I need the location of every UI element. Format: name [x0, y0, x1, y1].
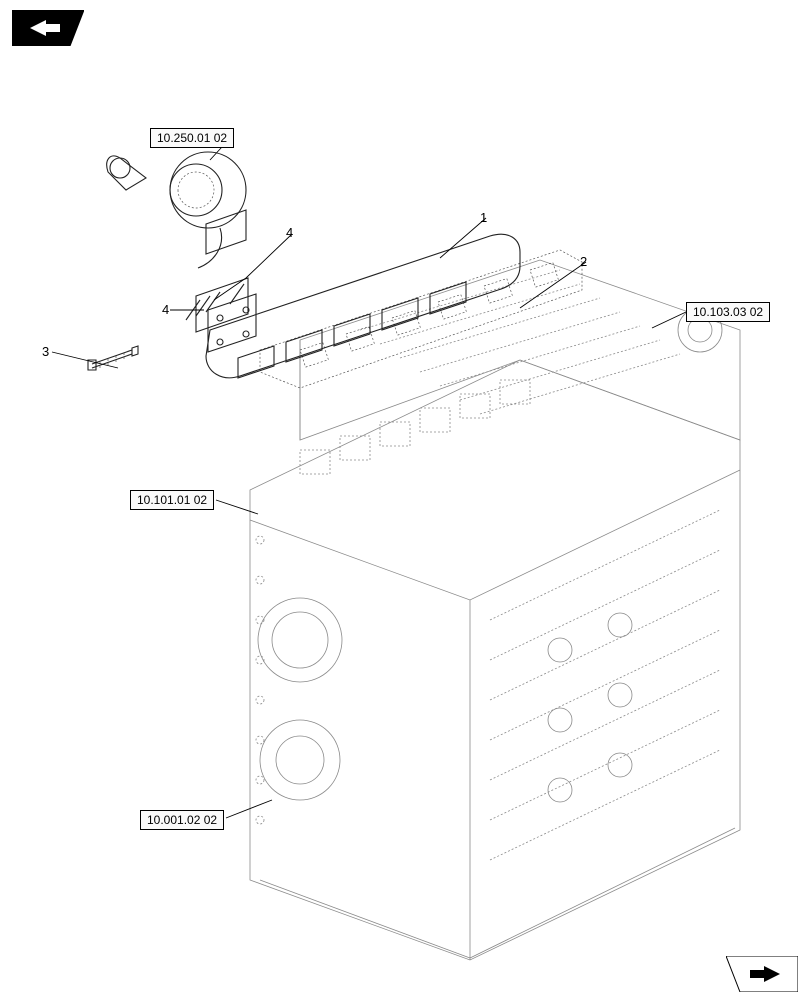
nav-prev-icon[interactable]	[12, 10, 84, 46]
ref-10-001-02-02[interactable]: 10.001.02 02	[140, 810, 224, 830]
callout-3: 3	[42, 344, 49, 359]
ref-10-103-03-02[interactable]: 10.103.03 02	[686, 302, 770, 322]
nav-next-icon[interactable]	[726, 956, 798, 992]
ref-10-101-01-02[interactable]: 10.101.01 02	[130, 490, 214, 510]
callout-1: 1	[480, 210, 487, 225]
callout-2: 2	[580, 254, 587, 269]
leader-lines	[0, 0, 812, 1000]
callout-4b: 4	[162, 302, 169, 317]
parts-diagram-page: 10.250.01 02 10.103.03 02 10.101.01 02 10.0…	[0, 0, 812, 1000]
parts-illustration	[0, 0, 812, 1000]
ref-10-250-01-02[interactable]: 10.250.01 02	[150, 128, 234, 148]
callout-4a: 4	[286, 225, 293, 240]
